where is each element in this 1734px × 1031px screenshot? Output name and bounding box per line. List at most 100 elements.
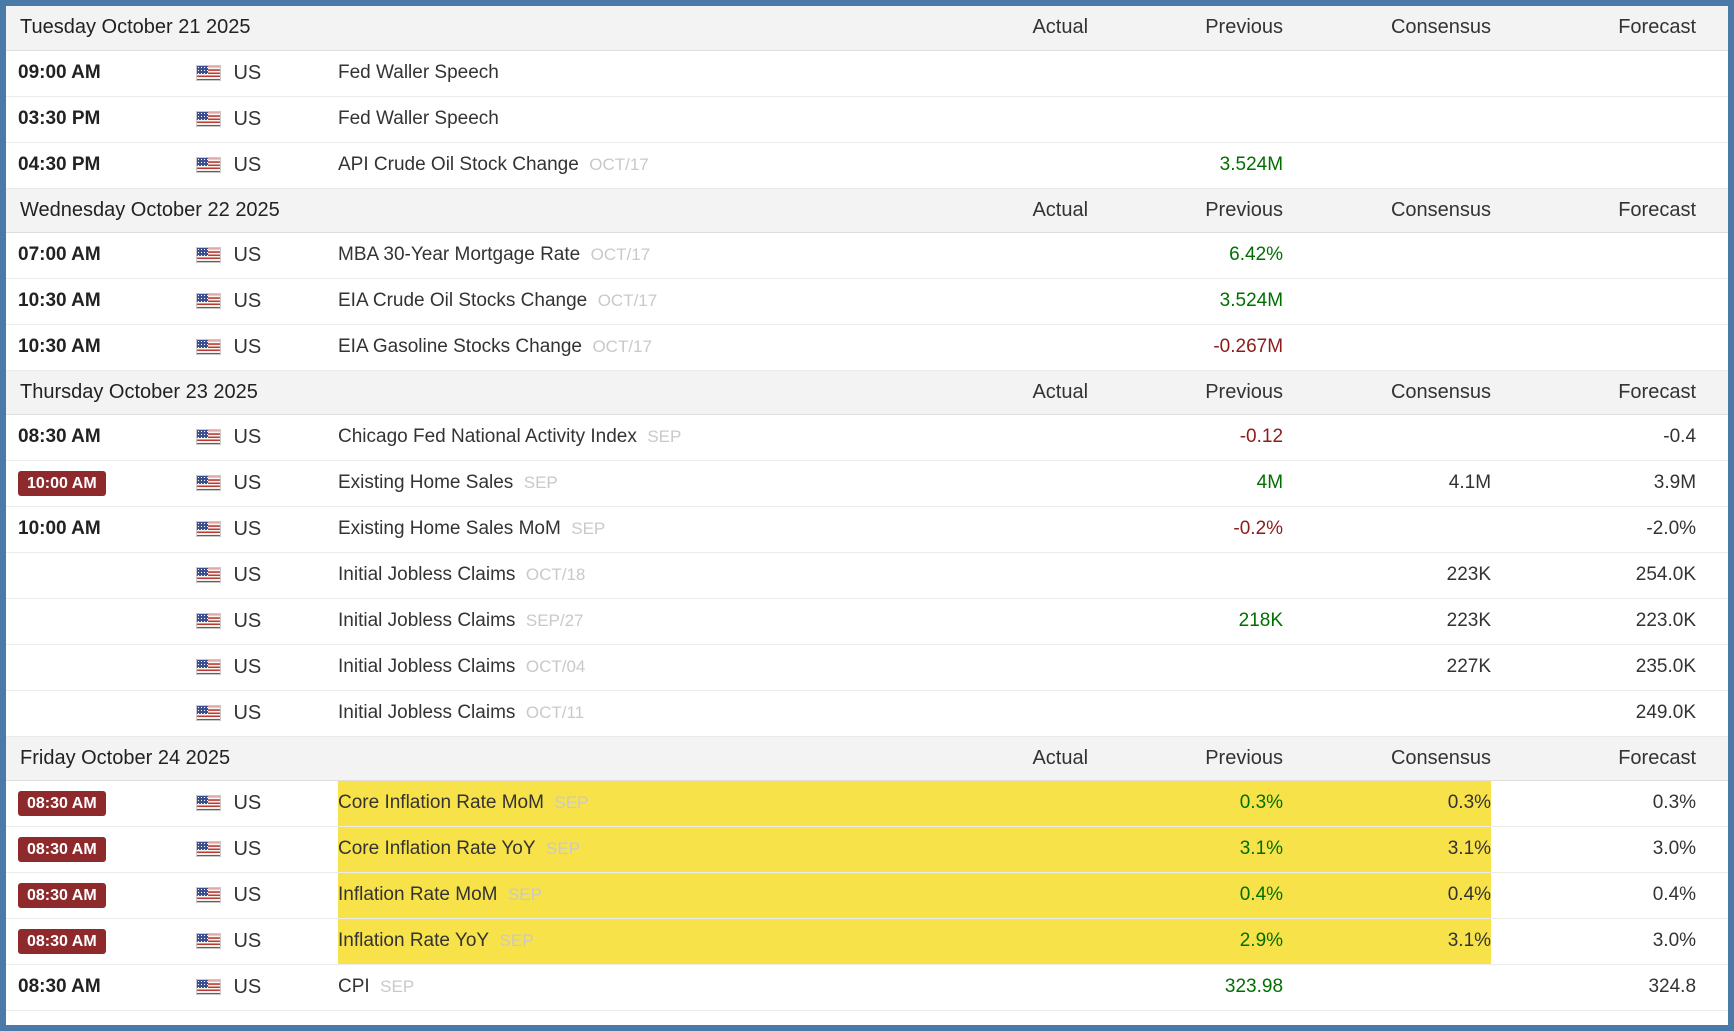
event-name[interactable]: Core Inflation Rate MoM (338, 792, 544, 813)
time-label: 08:30 AM (18, 882, 106, 908)
country-label: US (233, 335, 262, 358)
day-header-row: Wednesday October 22 2025 Actual Previou… (6, 188, 1728, 232)
event-name[interactable]: Fed Waller Speech (338, 62, 499, 83)
time-cell: 08:30 AM (6, 414, 196, 460)
previous-value: 323.98 (1224, 976, 1284, 997)
event-row[interactable]: 09:00 AM US Fed Waller Speech (6, 50, 1728, 96)
event-row[interactable]: US Initial Jobless Claims OCT/04 227K 23… (6, 644, 1728, 690)
time-label: 08:30 AM (18, 928, 106, 954)
event-name[interactable]: Initial Jobless Claims (338, 564, 516, 585)
event-cell: Chicago Fed National Activity Index SEP (338, 414, 898, 460)
us-flag-icon (196, 64, 221, 81)
forecast-value: 254.0K (1635, 564, 1697, 585)
event-row[interactable]: 08:30 AM US Core Inflation Rate YoY SEP … (6, 826, 1728, 872)
event-name[interactable]: Initial Jobless Claims (338, 702, 516, 723)
event-reference-period: OCT/17 (590, 245, 651, 264)
event-name[interactable]: Inflation Rate MoM (338, 884, 498, 905)
time-cell: 08:30 AM (6, 964, 196, 1010)
country-cell: US (196, 644, 338, 690)
actual-value (898, 142, 1088, 188)
event-row[interactable]: 10:00 AM US Existing Home Sales MoM SEP … (6, 506, 1728, 552)
event-row[interactable]: US Initial Jobless Claims OCT/11 249.0K (6, 690, 1728, 736)
event-name[interactable]: Inflation Rate YoY (338, 930, 490, 951)
event-cell: CPI SEP (338, 964, 898, 1010)
day-header-row: Tuesday October 21 2025 Actual Previous … (6, 6, 1728, 50)
event-name[interactable]: EIA Gasoline Stocks Change (338, 336, 582, 357)
event-row[interactable]: 08:30 AM US Core Inflation Rate MoM SEP … (6, 780, 1728, 826)
event-row[interactable]: 10:30 AM US EIA Crude Oil Stocks Change … (6, 278, 1728, 324)
event-cell: Core Inflation Rate MoM SEP (338, 780, 899, 826)
previous-value (1088, 552, 1283, 598)
forecast-column-header: Forecast (1618, 380, 1697, 403)
consensus-value (1283, 278, 1491, 324)
calendar-body: Tuesday October 21 2025 Actual Previous … (6, 6, 1728, 1010)
actual-value (898, 918, 1089, 964)
previous-value: -0.12 (1239, 426, 1284, 447)
event-row[interactable]: 03:30 PM US Fed Waller Speech (6, 96, 1728, 142)
country-cell: US (196, 414, 338, 460)
event-row[interactable]: 10:00 AM US Existing Home Sales SEP 4M 4… (6, 460, 1728, 506)
event-name[interactable]: MBA 30-Year Mortgage Rate (338, 244, 581, 265)
time-label: 08:30 AM (18, 426, 101, 447)
consensus-value (1283, 964, 1491, 1010)
event-name[interactable]: CPI (338, 976, 370, 997)
forecast-value (1491, 142, 1728, 188)
consensus-value: 3.1% (1283, 918, 1492, 964)
previous-value: 0.3% (1088, 780, 1284, 826)
event-row[interactable]: 10:30 AM US EIA Gasoline Stocks Change O… (6, 324, 1728, 370)
event-reference-period: OCT/17 (592, 337, 652, 356)
event-name[interactable]: Initial Jobless Claims (338, 656, 516, 677)
event-name[interactable]: API Crude Oil Stock Change (338, 154, 579, 175)
event-row[interactable]: 08:30 AM US Chicago Fed National Activit… (6, 414, 1728, 460)
us-flag-icon (196, 886, 221, 903)
time-label: 10:00 AM (18, 518, 101, 539)
event-reference-period: OCT/18 (525, 565, 586, 584)
event-cell: Inflation Rate YoY SEP (338, 918, 899, 964)
time-cell: 10:00 AM (6, 460, 196, 506)
event-name[interactable]: Fed Waller Speech (338, 108, 499, 129)
consensus-value: 0.3% (1283, 780, 1492, 826)
time-label: 04:30 PM (18, 154, 101, 175)
forecast-value (1491, 232, 1728, 278)
us-flag-icon (196, 612, 221, 629)
forecast-column-header: Forecast (1618, 746, 1697, 769)
country-cell: US (196, 50, 338, 96)
event-name[interactable]: Chicago Fed National Activity Index (338, 426, 637, 447)
forecast-value: 235.0K (1635, 656, 1697, 677)
previous-value (1088, 96, 1283, 142)
us-flag-icon (196, 704, 221, 721)
event-name[interactable]: EIA Crude Oil Stocks Change (338, 290, 588, 311)
country-cell: US (196, 278, 338, 324)
event-name[interactable]: Existing Home Sales (338, 472, 514, 493)
forecast-value: 0.3% (1652, 792, 1697, 813)
consensus-value: 223K (1446, 564, 1492, 585)
actual-value (898, 506, 1088, 552)
country-cell: US (196, 780, 338, 826)
day-date: Wednesday October 22 2025 (20, 198, 280, 221)
event-name[interactable]: Core Inflation Rate YoY (338, 838, 536, 859)
event-row[interactable]: 04:30 PM US API Crude Oil Stock Change O… (6, 142, 1728, 188)
consensus-value: 227K (1446, 656, 1492, 677)
time-cell: 08:30 AM (6, 826, 196, 872)
country-label: US (233, 929, 262, 952)
event-name[interactable]: Initial Jobless Claims (338, 610, 516, 631)
event-row[interactable]: US Initial Jobless Claims SEP/27 218K 22… (6, 598, 1728, 644)
event-reference-period: SEP (499, 931, 534, 950)
event-row[interactable]: 08:30 AM US Inflation Rate YoY SEP 2.9% … (6, 918, 1728, 964)
event-name[interactable]: Existing Home Sales MoM (338, 518, 561, 539)
previous-value (1088, 690, 1283, 736)
event-row[interactable]: 08:30 AM US CPI SEP 323.98 324.8 (6, 964, 1728, 1010)
time-label: 09:00 AM (18, 62, 101, 83)
event-cell: Fed Waller Speech (338, 50, 898, 96)
previous-value: 3.524M (1219, 290, 1284, 311)
event-row[interactable]: 07:00 AM US MBA 30-Year Mortgage Rate OC… (6, 232, 1728, 278)
forecast-value: -2.0% (1646, 518, 1697, 539)
actual-value (898, 96, 1088, 142)
event-reference-period: OCT/04 (525, 657, 586, 676)
event-row[interactable]: US Initial Jobless Claims OCT/18 223K 25… (6, 552, 1728, 598)
event-cell: Initial Jobless Claims OCT/18 (338, 552, 898, 598)
event-row[interactable]: 08:30 AM US Inflation Rate MoM SEP 0.4% … (6, 872, 1728, 918)
forecast-value: 249.0K (1635, 702, 1697, 723)
country-label: US (233, 975, 262, 998)
country-cell: US (196, 690, 338, 736)
